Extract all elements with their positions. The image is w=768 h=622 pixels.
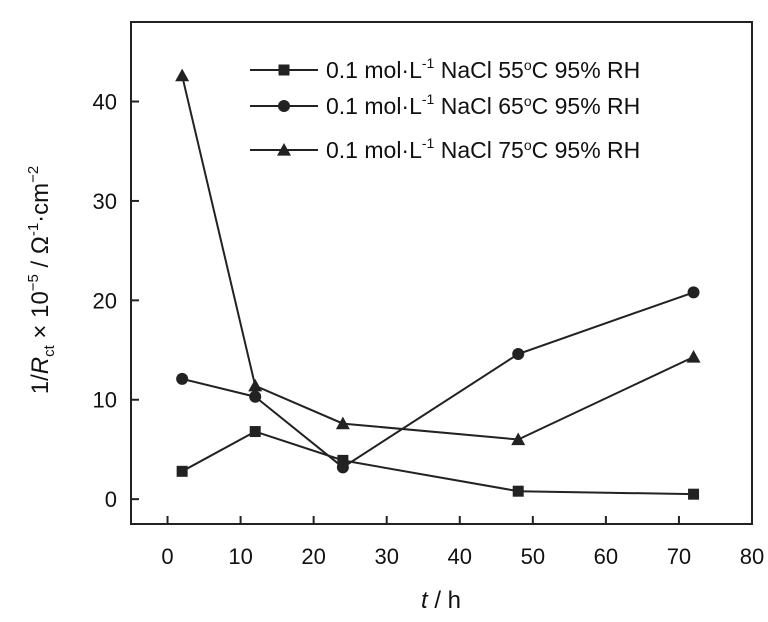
plot-frame bbox=[130, 21, 753, 525]
y-tick-label: 20 bbox=[93, 288, 117, 313]
data-point-square bbox=[512, 485, 524, 497]
series-circle bbox=[176, 286, 700, 474]
data-point-square bbox=[249, 426, 261, 438]
data-point-square bbox=[688, 488, 700, 500]
y-axis-title: 1/Rct × 10−5 / Ω-1·cm−2 bbox=[25, 166, 58, 395]
data-point-triangle bbox=[175, 68, 190, 82]
data-point-triangle bbox=[335, 416, 350, 430]
data-point-square bbox=[176, 465, 188, 477]
x-tick-label: 60 bbox=[594, 544, 618, 569]
legend-marker-square bbox=[278, 64, 290, 76]
y-tick-label: 30 bbox=[93, 189, 117, 214]
legend-label: 0.1 mol·L-1 NaCl 55oC 95% RH bbox=[326, 55, 640, 83]
data-point-circle bbox=[249, 390, 262, 403]
ticks: 0 10 20 30 40 50 60 70 80 0 10 20 30 40 bbox=[93, 90, 765, 569]
x-tick-label: 40 bbox=[448, 544, 472, 569]
legend-marker-circle bbox=[278, 100, 290, 112]
series-line-circle bbox=[181, 291, 694, 469]
legend-item-square: 0.1 mol·L-1 NaCl 55oC 95% RH bbox=[250, 55, 640, 83]
data-point-triangle bbox=[511, 432, 526, 446]
series-line-square bbox=[181, 430, 694, 496]
legend-item-circle: 0.1 mol·L-1 NaCl 65oC 95% RH bbox=[250, 91, 640, 119]
x-tick-label: 20 bbox=[301, 544, 325, 569]
x-tick-label: 0 bbox=[161, 544, 173, 569]
data-point-square bbox=[337, 454, 349, 466]
x-tick-label: 10 bbox=[228, 544, 252, 569]
y-tick-label: 0 bbox=[105, 487, 117, 512]
series-square bbox=[176, 426, 700, 500]
x-tick-label: 30 bbox=[374, 544, 398, 569]
legend-label: 0.1 mol·L-1 NaCl 65oC 95% RH bbox=[326, 91, 640, 119]
legend: 0.1 mol·L-1 NaCl 55oC 95% RH 0.1 mol·L-1 … bbox=[250, 55, 640, 163]
data-point-circle bbox=[512, 348, 525, 361]
x-tick-label: 70 bbox=[667, 544, 691, 569]
data-point-circle bbox=[176, 372, 189, 385]
series-layer bbox=[175, 68, 701, 500]
series-line-triangle bbox=[181, 75, 694, 441]
x-axis-title: t / h bbox=[421, 587, 461, 614]
legend-marker-triangle bbox=[277, 143, 291, 156]
legend-label: 0.1 mol·L-1 NaCl 75oC 95% RH bbox=[326, 135, 640, 163]
x-tick-label: 50 bbox=[521, 544, 545, 569]
y-tick-label: 40 bbox=[93, 90, 117, 115]
data-point-circle bbox=[687, 286, 700, 299]
legend-item-triangle: 0.1 mol·L-1 NaCl 75oC 95% RH bbox=[250, 135, 640, 163]
data-point-circle bbox=[336, 461, 349, 474]
y-tick-label: 10 bbox=[93, 388, 117, 413]
x-tick-label: 80 bbox=[740, 544, 764, 569]
series-triangle bbox=[175, 68, 701, 446]
data-point-triangle bbox=[248, 378, 263, 392]
data-point-triangle bbox=[686, 349, 701, 363]
